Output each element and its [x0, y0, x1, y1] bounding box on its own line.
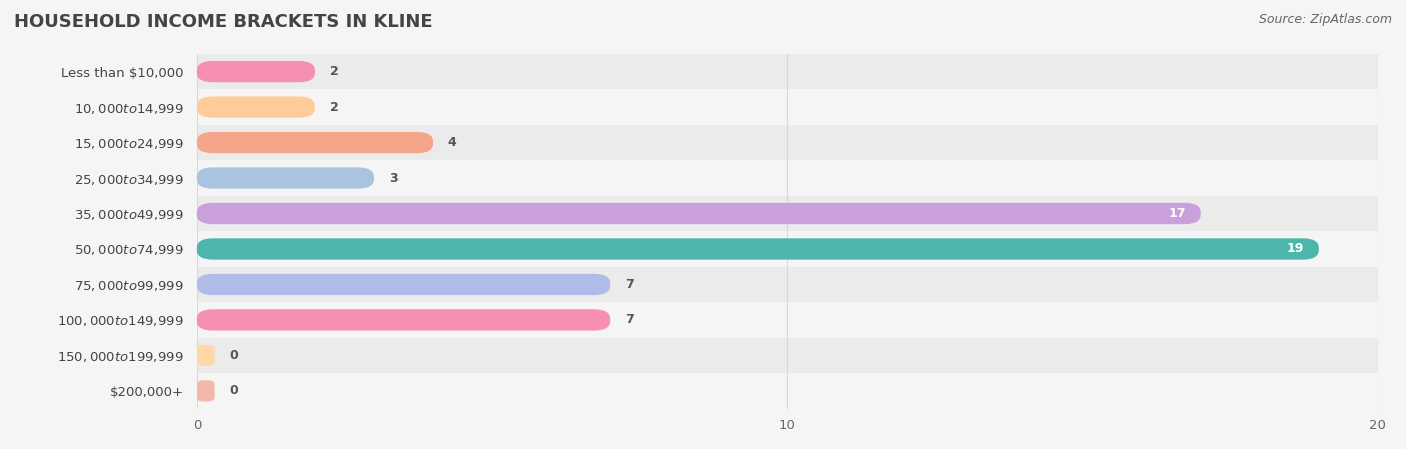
Text: 7: 7 — [626, 278, 634, 291]
Bar — [0, 373, 1406, 409]
Bar — [0, 125, 1406, 160]
FancyBboxPatch shape — [197, 238, 1319, 260]
Text: 7: 7 — [626, 313, 634, 326]
FancyBboxPatch shape — [197, 167, 374, 189]
Text: 3: 3 — [388, 172, 398, 185]
Text: 0: 0 — [229, 384, 238, 397]
Text: Source: ZipAtlas.com: Source: ZipAtlas.com — [1258, 13, 1392, 26]
Text: 17: 17 — [1168, 207, 1187, 220]
Bar — [0, 338, 1406, 373]
Bar — [0, 54, 1406, 89]
Bar — [0, 302, 1406, 338]
Bar — [0, 160, 1406, 196]
Bar — [0, 231, 1406, 267]
Text: 2: 2 — [329, 65, 339, 78]
Text: 2: 2 — [329, 101, 339, 114]
Text: 19: 19 — [1286, 242, 1305, 255]
FancyBboxPatch shape — [197, 345, 215, 366]
Bar — [0, 196, 1406, 231]
FancyBboxPatch shape — [197, 309, 610, 330]
Text: 0: 0 — [229, 349, 238, 362]
FancyBboxPatch shape — [197, 380, 215, 401]
FancyBboxPatch shape — [197, 203, 1201, 224]
Text: 4: 4 — [449, 136, 457, 149]
FancyBboxPatch shape — [197, 61, 315, 82]
Bar — [0, 267, 1406, 302]
FancyBboxPatch shape — [197, 274, 610, 295]
FancyBboxPatch shape — [197, 132, 433, 153]
FancyBboxPatch shape — [197, 97, 315, 118]
Bar — [0, 89, 1406, 125]
Text: HOUSEHOLD INCOME BRACKETS IN KLINE: HOUSEHOLD INCOME BRACKETS IN KLINE — [14, 13, 433, 31]
